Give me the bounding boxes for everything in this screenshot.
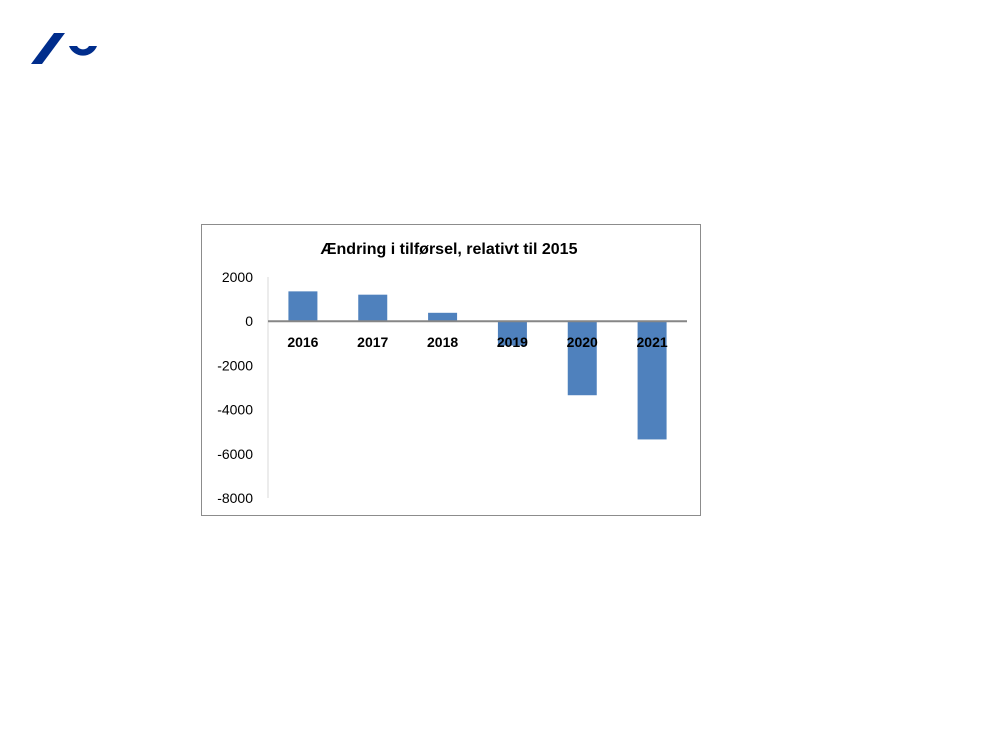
y-tick-label: -4000 — [217, 402, 253, 418]
y-tick-label: 2000 — [222, 269, 253, 285]
x-tick-label: 2019 — [497, 334, 528, 350]
bar-2021 — [637, 321, 667, 440]
x-tick-label: 2018 — [427, 334, 458, 350]
chart-title: Ændring i tilførsel, relativt til 2015 — [321, 241, 578, 258]
bar-2018 — [428, 312, 458, 322]
x-tick-label: 2017 — [357, 334, 388, 350]
logo-arc-shape — [69, 46, 97, 56]
y-tick-label: 0 — [245, 313, 253, 329]
aarhus-university-logo-icon — [31, 33, 97, 64]
x-tick-label: 2020 — [567, 334, 598, 350]
bar-2016 — [288, 291, 318, 322]
y-tick-label: -8000 — [217, 490, 253, 506]
x-tick-label: 2016 — [287, 334, 318, 350]
x-axis-labels: 2016 2017 2018 2019 2020 2021 — [287, 334, 668, 350]
chart-frame: Ændring i tilførsel, relativt til 2015 2… — [201, 224, 701, 516]
y-tick-label: -2000 — [217, 357, 253, 373]
x-tick-label: 2021 — [637, 334, 668, 350]
y-tick-label: -6000 — [217, 446, 253, 462]
y-axis-ticks: 2000 0 -2000 -4000 -6000 -8000 — [217, 269, 253, 506]
bar-2017 — [358, 294, 388, 322]
bars-group — [288, 291, 667, 440]
logo-slash-shape — [31, 33, 65, 64]
bar-2020 — [567, 321, 597, 396]
bar-2019 — [497, 321, 527, 346]
bar-chart: Ændring i tilførsel, relativt til 2015 2… — [217, 241, 687, 506]
